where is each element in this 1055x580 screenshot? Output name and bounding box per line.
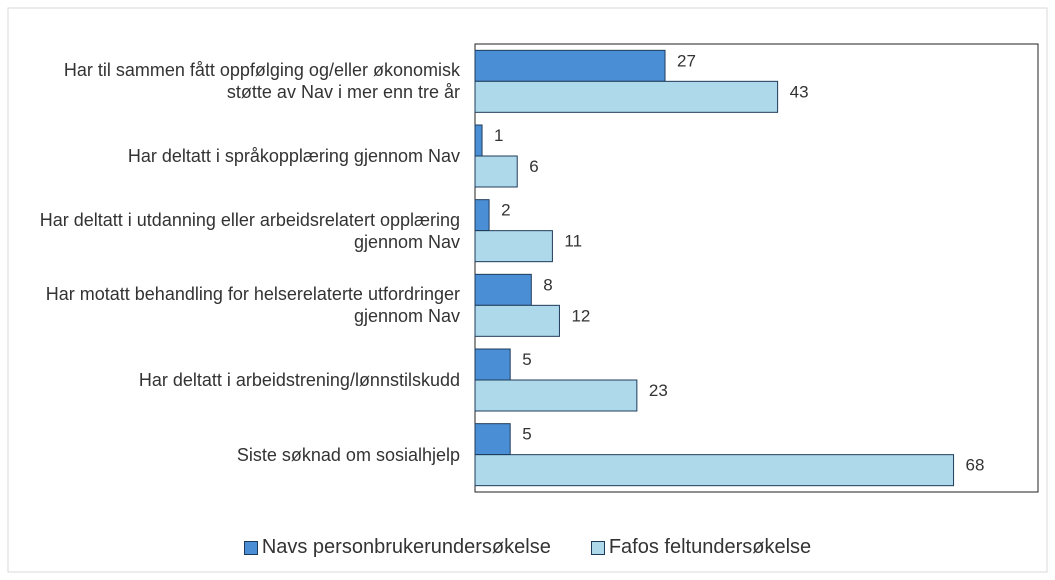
- value-label: 2: [501, 201, 510, 220]
- plot-area: [474, 43, 1039, 493]
- bar: [474, 454, 955, 487]
- bar: [474, 230, 553, 263]
- value-label: 1: [494, 126, 503, 145]
- bar: [474, 423, 511, 456]
- legend-item: Navs personbrukerundersøkelse: [243, 536, 551, 559]
- category-label: Har deltatt i språkopplæring gjennom Nav: [127, 146, 460, 166]
- category-label: Har motatt behandling for helserelaterte…: [45, 284, 460, 327]
- legend-label: Navs personbrukerundersøkelse: [261, 536, 551, 558]
- value-label: 11: [564, 232, 582, 251]
- value-label: 23: [649, 381, 668, 400]
- bar: [474, 348, 511, 381]
- value-label: 68: [966, 456, 985, 475]
- value-label: 8: [543, 275, 552, 294]
- bar: [474, 379, 638, 412]
- bar: [474, 199, 490, 232]
- bar: [474, 155, 518, 188]
- legend-item: Fafos feltundersøkelse: [590, 536, 812, 559]
- chart-border: [7, 7, 1048, 573]
- value-label: 6: [529, 157, 538, 176]
- category-label: Siste søknad om sosialhjelp: [236, 444, 460, 465]
- legend-swatch: [243, 540, 258, 555]
- value-label: 5: [522, 425, 531, 444]
- legend-swatch: [590, 540, 605, 555]
- value-label: 27: [677, 51, 696, 70]
- legend: Navs personbrukerundersøkelse Fafos feltu…: [0, 536, 1055, 559]
- value-label: 12: [571, 306, 590, 325]
- bar: [474, 273, 532, 306]
- category-label: Har deltatt i arbeidstrening/lønnstilsku…: [138, 370, 460, 390]
- legend-label: Fafos feltundersøkelse: [608, 536, 812, 558]
- value-label: 5: [522, 350, 531, 369]
- bar: [474, 80, 779, 113]
- category-label: Har deltatt i utdanning eller arbeidsrel…: [39, 209, 460, 252]
- bar: [474, 49, 666, 82]
- bar: [474, 304, 560, 337]
- bar: [474, 124, 483, 157]
- value-label: 43: [790, 82, 809, 101]
- category-label: Har til sammen fått oppfølging og/eller …: [63, 60, 460, 103]
